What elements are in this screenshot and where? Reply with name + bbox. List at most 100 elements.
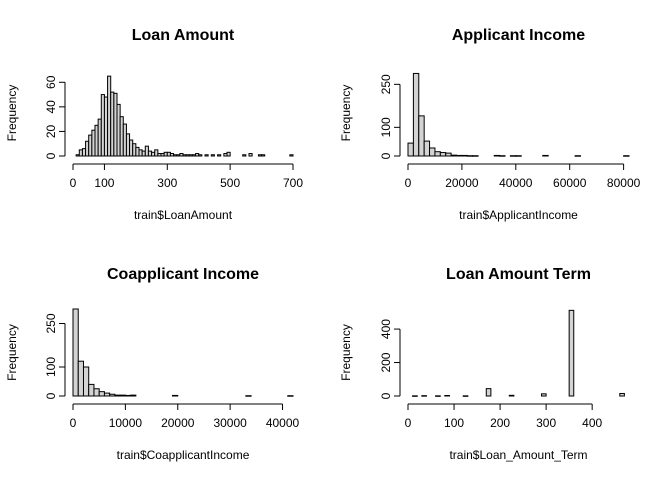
- y-tick-label: 100: [44, 357, 58, 377]
- histogram-bar: [77, 360, 84, 397]
- y-tick-label: 100: [379, 117, 393, 137]
- x-tick-label: 400: [582, 416, 602, 430]
- histogram-panel: 0 100 200 300 400 0 200 400 Loan Amount Term trai…: [339, 266, 625, 462]
- histogram-bar: [541, 393, 547, 397]
- y-axis-label: Frequency: [339, 85, 353, 142]
- x-tick-label: 40000: [266, 416, 300, 430]
- x-tick-label: 10000: [109, 416, 143, 430]
- histogram-bar: [287, 395, 294, 397]
- chart-title: Loan Amount Term: [446, 266, 591, 283]
- x-axis-label: train$LoanAmount: [134, 208, 233, 222]
- x-tick-label: 0: [405, 176, 412, 190]
- histogram-bar: [88, 383, 95, 397]
- x-tick-label: 300: [157, 176, 177, 190]
- histogram-bar: [198, 154, 203, 157]
- histogram-bar: [434, 151, 441, 157]
- x-tick-label: 100: [94, 176, 114, 190]
- x-tick-label: 20000: [161, 416, 195, 430]
- y-axis-label: Frequency: [5, 85, 19, 142]
- x-tick-label: 300: [536, 416, 556, 430]
- histogram-panel: 0 10000 20000 30000 40000 0 100 250 Coapplicant …: [5, 266, 300, 462]
- histogram-bar: [466, 155, 474, 157]
- x-tick-label: 0: [70, 416, 77, 430]
- x-tick-label: 40000: [499, 176, 533, 190]
- y-axis-label: Frequency: [339, 324, 353, 381]
- histogram-bar: [93, 388, 100, 397]
- histogram-bar: [445, 152, 452, 157]
- histogram-bar: [248, 153, 253, 157]
- histogram-bar: [435, 395, 441, 397]
- y-tick-label: 0: [44, 392, 58, 399]
- y-tick-label: 0: [379, 392, 393, 399]
- y-tick-label: 40: [44, 100, 58, 114]
- y-tick-label: 250: [44, 313, 58, 333]
- y-axis-label: Frequency: [5, 324, 19, 381]
- histogram-bar: [217, 154, 222, 157]
- x-tick-label: 30000: [213, 416, 247, 430]
- x-tick-label: 20000: [445, 176, 479, 190]
- y-tick-label: 400: [379, 319, 393, 339]
- histogram-bar: [98, 391, 105, 397]
- y-tick-label: 250: [379, 74, 393, 94]
- histogram-bar: [472, 155, 479, 157]
- histogram-panels: 0 100 300 500 700 0 20 40 60 Loan Amount train$Loa…: [5, 27, 641, 462]
- y-tick-label: 20: [44, 124, 58, 138]
- histogram-bar: [574, 155, 581, 157]
- chart-title: Applicant Income: [452, 27, 585, 44]
- x-axis-label: train$Loan_Amount_Term: [449, 448, 587, 462]
- histogram-bar: [103, 392, 111, 397]
- histogram-bar: [499, 155, 506, 157]
- y-tick-label: 200: [379, 352, 393, 372]
- x-tick-label: 0: [405, 416, 412, 430]
- histogram-bar: [124, 394, 132, 397]
- histogram-bar: [439, 152, 447, 157]
- histogram-bar: [412, 395, 418, 397]
- histogram-bar: [421, 395, 427, 397]
- x-tick-label: 700: [283, 176, 303, 190]
- x-axis-label: train$ApplicantIncome: [459, 208, 578, 222]
- histogram-bar: [509, 155, 517, 157]
- x-axis-label: train$CoapplicantIncome: [117, 448, 250, 462]
- histogram-bar: [568, 309, 575, 397]
- histogram-bar: [114, 394, 121, 397]
- y-tick-label: 60: [44, 75, 58, 89]
- histogram-bar: [289, 154, 294, 157]
- chart-title: Loan Amount: [132, 27, 235, 44]
- x-tick-label: 80000: [607, 176, 641, 190]
- histogram-bar: [493, 154, 501, 157]
- histogram-bar: [418, 115, 425, 157]
- histogram-bar: [461, 154, 468, 157]
- histogram-bar: [407, 142, 414, 157]
- chart-title: Coapplicant Income: [107, 266, 259, 283]
- histogram-bar: [450, 154, 458, 157]
- histogram-panel: 0 100 300 500 700 0 20 40 60 Loan Amount train$Loa…: [5, 27, 303, 222]
- histogram-bar: [542, 154, 549, 157]
- y-tick-label: 0: [44, 152, 58, 159]
- histogram-bar: [154, 149, 159, 157]
- histogram-bar: [444, 395, 450, 397]
- histogram-panel: 0 20000 40000 60000 80000 0 100 250 Applicant In…: [339, 27, 641, 222]
- x-tick-label: 500: [220, 176, 240, 190]
- histogram-bar: [109, 393, 116, 397]
- histogram-bar: [456, 154, 463, 157]
- histogram-bar: [412, 72, 420, 157]
- histogram-bar: [172, 394, 179, 397]
- histogram-bar: [261, 154, 266, 157]
- histogram-bar: [619, 392, 625, 397]
- histogram-bar: [210, 154, 215, 157]
- histogram-bar: [515, 155, 522, 157]
- histogram-bar: [423, 140, 431, 157]
- histogram-bar: [462, 395, 469, 397]
- x-tick-label: 60000: [553, 176, 587, 190]
- x-tick-label: 100: [444, 416, 464, 430]
- histogram-bar: [119, 394, 126, 397]
- histogram-bar: [130, 394, 137, 397]
- histogram-bar: [508, 394, 515, 397]
- histogram-bar: [204, 154, 209, 157]
- histogram-bar: [226, 151, 231, 157]
- histogram-bar: [242, 154, 247, 157]
- histogram-bar: [623, 155, 630, 157]
- histogram-bar: [485, 388, 492, 397]
